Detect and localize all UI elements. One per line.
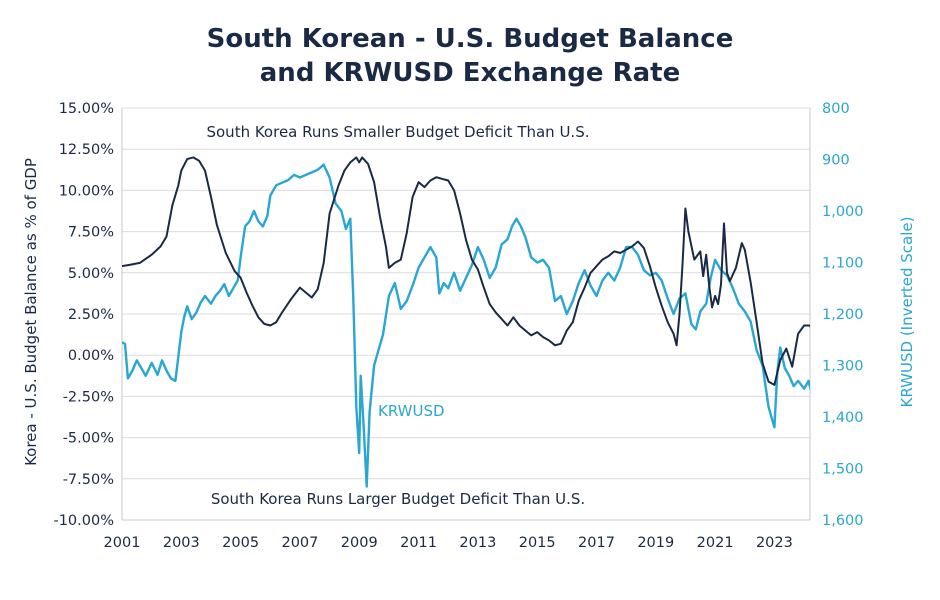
y-right-tick-label: 1,200 bbox=[822, 307, 864, 323]
y-left-tick-label: 7.50% bbox=[68, 225, 114, 241]
x-tick-label: 2015 bbox=[519, 535, 556, 551]
axes bbox=[121, 108, 811, 521]
x-tick-label: 2007 bbox=[281, 535, 318, 551]
chart-title-line-1: South Korean - U.S. Budget Balance bbox=[206, 24, 734, 54]
x-tick-label: 2011 bbox=[400, 535, 437, 551]
budget-balance-line bbox=[122, 156, 810, 386]
y-left-tick-label: 12.50% bbox=[59, 142, 114, 158]
y-left-tick-label: 10.00% bbox=[59, 183, 114, 199]
y-right-tick-label: 900 bbox=[822, 153, 850, 169]
x-tick-label: 2021 bbox=[697, 535, 734, 551]
y-right-tick-label: 1,100 bbox=[822, 256, 864, 272]
krwusd-line bbox=[122, 163, 810, 488]
y-left-tick-label: 5.00% bbox=[68, 266, 114, 282]
y-right-tick-label: 1,300 bbox=[822, 359, 864, 375]
y-right-tick-label: 1,500 bbox=[822, 462, 864, 478]
series-lines bbox=[122, 156, 810, 488]
y-right-tick-label: 1,400 bbox=[822, 410, 864, 426]
x-tick-label: 2005 bbox=[222, 535, 259, 551]
y-left-tick-label: 15.00% bbox=[59, 101, 114, 117]
tick-labels: 15.00% 12.50% 10.00% 7.50% 5.00% 2.50% 0.00% -2… bbox=[53, 101, 863, 551]
chart-title: South Korean - U.S. Budget Balance and K… bbox=[0, 22, 940, 90]
y-left-tick-label: -5.00% bbox=[63, 431, 114, 447]
y-right-tick-label: 1,000 bbox=[822, 204, 864, 220]
x-tick-label: 2003 bbox=[163, 535, 200, 551]
x-tick-label: 2013 bbox=[459, 535, 496, 551]
y-right-tick-label: 1,600 bbox=[822, 513, 864, 529]
x-tick-label: 2023 bbox=[756, 535, 793, 551]
annotation-top: South Korea Runs Smaller Budget Deficit … bbox=[206, 123, 589, 141]
x-tick-label: 2001 bbox=[104, 535, 141, 551]
y-left-tick-label: -2.50% bbox=[63, 389, 114, 405]
y-right-tick-label: 800 bbox=[822, 101, 850, 117]
x-tick-label: 2017 bbox=[578, 535, 615, 551]
annotation-bottom: South Korea Runs Larger Budget Deficit T… bbox=[211, 490, 585, 508]
krwusd-series-label: KRWUSD bbox=[378, 402, 445, 420]
chart-title-line-2: and KRWUSD Exchange Rate bbox=[259, 58, 681, 88]
x-tick-label: 2009 bbox=[341, 535, 378, 551]
y-left-tick-label: 0.00% bbox=[68, 348, 114, 364]
left-axis-title: Korea - U.S. Budget Balance as % of GDP bbox=[22, 158, 40, 466]
y-left-tick-label: -7.50% bbox=[63, 472, 114, 488]
y-left-tick-label: -10.00% bbox=[53, 513, 114, 529]
x-tick-label: 2019 bbox=[637, 535, 674, 551]
right-axis-title: KRWUSD (Inverted Scale) bbox=[898, 217, 916, 408]
y-left-tick-label: 2.50% bbox=[68, 307, 114, 323]
